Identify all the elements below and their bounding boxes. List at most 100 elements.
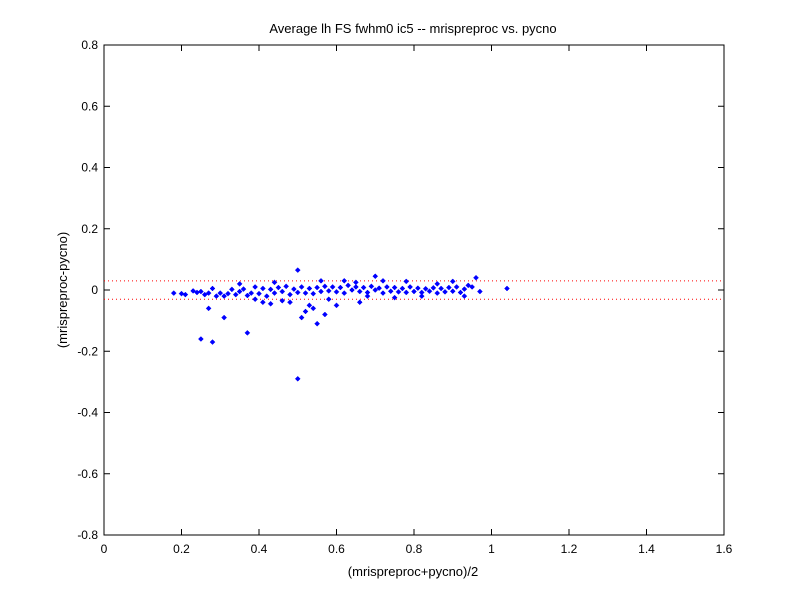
x-ticks: 0 0.2 0.4 0.6 0.8 1 1.2 1.4 1.6 [101, 45, 733, 556]
data-point [364, 293, 371, 299]
data-point [244, 292, 251, 299]
x-tick-label: 0.4 [251, 542, 268, 556]
data-point [380, 290, 386, 296]
data-point [329, 284, 336, 290]
data-point [318, 277, 324, 284]
data-point [271, 290, 278, 296]
data-point [469, 284, 475, 290]
data-point [349, 287, 355, 293]
data-point [477, 288, 483, 295]
chart-title: Average lh FS fwhm0 ic5 -- mrispreproc v… [269, 21, 556, 36]
data-point [229, 286, 235, 293]
data-point [434, 290, 441, 296]
data-point [314, 320, 320, 327]
data-point [213, 293, 220, 299]
data-point [391, 284, 398, 291]
data-point [368, 283, 375, 290]
y-tick-label: 0.2 [81, 222, 98, 236]
data-point [256, 290, 262, 297]
data-point [407, 284, 413, 290]
data-point [201, 291, 208, 298]
data-point [294, 375, 301, 382]
data-point [337, 284, 344, 291]
y-tick-label: -0.4 [77, 406, 98, 420]
y-tick-label: 0 [91, 283, 98, 297]
data-point [446, 284, 452, 291]
data-point [267, 300, 274, 307]
data-point [217, 290, 224, 296]
data-point [294, 289, 301, 296]
x-tick-label: 1.2 [561, 542, 578, 556]
x-tick-label: 1 [488, 542, 495, 556]
data-points [170, 267, 510, 382]
data-point [271, 279, 278, 286]
data-point [461, 286, 468, 292]
data-point [221, 314, 227, 321]
x-tick-label: 0.6 [328, 542, 345, 556]
data-point [232, 291, 239, 298]
data-point [205, 305, 212, 312]
data-point [418, 293, 425, 299]
data-point [372, 273, 379, 280]
data-point [287, 291, 293, 298]
data-point [399, 285, 406, 292]
data-point [263, 293, 270, 299]
data-point [221, 293, 227, 299]
data-point [236, 288, 243, 295]
data-point [318, 288, 324, 295]
data-point [341, 277, 348, 284]
data-point [267, 286, 274, 293]
data-point [209, 285, 216, 292]
data-point [275, 284, 282, 291]
data-point [360, 284, 367, 291]
data-point [325, 288, 332, 294]
data-point [333, 302, 340, 309]
data-point [190, 288, 196, 294]
y-tick-label: -0.6 [77, 467, 98, 481]
y-tick-label: 0.4 [81, 161, 98, 175]
data-point [279, 297, 286, 304]
data-point [178, 290, 185, 297]
x-axis-label: (mrispreproc+pycno)/2 [348, 564, 478, 579]
data-point [461, 293, 468, 299]
data-point [356, 299, 363, 306]
data-point [442, 288, 448, 295]
data-point [198, 336, 204, 342]
data-point [345, 282, 351, 289]
data-point [403, 278, 410, 285]
x-tick-label: 1.6 [716, 542, 733, 556]
data-point [473, 274, 479, 281]
data-point [356, 288, 363, 295]
y-ticks: -0.8 -0.6 -0.4 -0.2 0 0.2 0.4 0.6 0.8 [77, 38, 724, 542]
data-point [449, 288, 456, 295]
y-tick-label: -0.2 [77, 344, 98, 358]
data-point [298, 284, 305, 290]
data-point [302, 290, 309, 296]
data-point [291, 286, 297, 292]
data-point [457, 289, 464, 296]
data-point [426, 288, 433, 295]
data-point [260, 299, 266, 306]
data-point [430, 285, 437, 291]
data-point [376, 285, 382, 292]
data-point [198, 288, 204, 295]
data-point [380, 277, 386, 284]
data-point [384, 284, 390, 290]
x-tick-label: 0.2 [173, 542, 190, 556]
data-point [252, 296, 258, 303]
data-point [504, 285, 510, 292]
data-point [252, 284, 258, 290]
data-point [434, 281, 441, 287]
x-tick-label: 0 [101, 542, 108, 556]
x-tick-label: 0.8 [406, 542, 423, 556]
y-tick-label: -0.8 [77, 528, 98, 542]
data-point [411, 288, 417, 295]
data-point [353, 279, 359, 286]
data-point [310, 290, 317, 297]
data-point [244, 330, 251, 336]
data-point [415, 285, 421, 292]
data-point [403, 289, 410, 296]
data-point [283, 283, 289, 290]
y-axis-label: (mrispreproc-pycno) [55, 232, 70, 348]
